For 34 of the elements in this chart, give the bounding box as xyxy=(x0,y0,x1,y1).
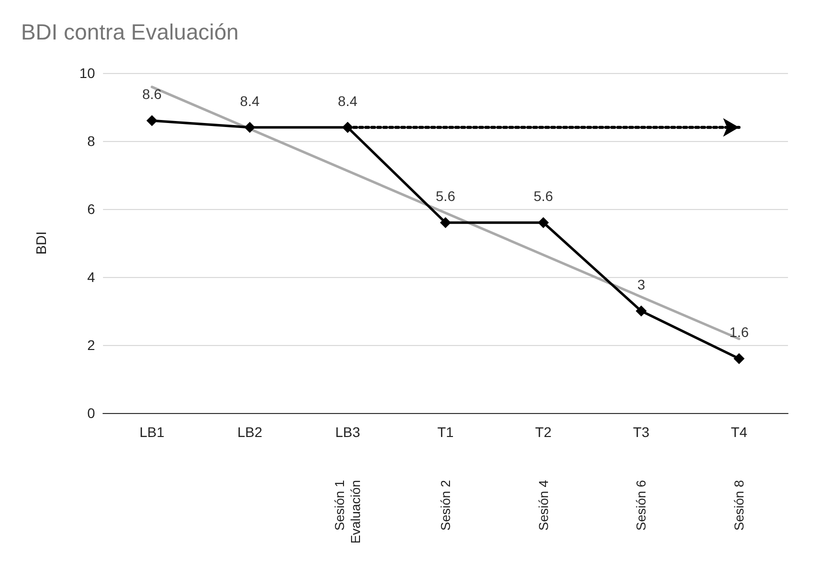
point xyxy=(342,122,354,133)
data-label: 1.6 xyxy=(729,324,750,340)
data-label: 8.4 xyxy=(240,92,260,109)
x-tick-label: T1 xyxy=(437,424,454,440)
text: Sesión 4 xyxy=(536,480,551,531)
data-label: 8.4 xyxy=(338,92,358,109)
point xyxy=(440,217,451,228)
y-tick-label: 0 xyxy=(87,405,96,421)
x-tick-label: T3 xyxy=(633,424,650,440)
data-label: 8.6 xyxy=(142,86,162,102)
x-tick-label: T2 xyxy=(535,424,552,440)
data-label: 3 xyxy=(637,276,646,292)
data-label: 5.6 xyxy=(534,188,554,204)
y-tick-label: 10 xyxy=(79,65,96,81)
data-label: 5.6 xyxy=(436,188,456,204)
point xyxy=(244,122,256,133)
x-tick-label: LB3 xyxy=(335,424,360,440)
text: Sesión 1 Evaluación xyxy=(332,480,364,544)
point xyxy=(636,306,647,316)
y-tick-label: 8 xyxy=(87,133,96,149)
point xyxy=(734,353,745,364)
x-tick-label: T4 xyxy=(730,424,748,440)
x-tick-label: LB2 xyxy=(237,424,262,440)
y-tick-label: 6 xyxy=(87,201,96,217)
y-axis-title: BDI xyxy=(33,231,49,255)
text: Sesión 8 xyxy=(732,480,747,531)
point xyxy=(146,115,158,126)
y-tick-label: 2 xyxy=(87,337,96,353)
y-tick-label: 4 xyxy=(87,269,96,285)
text: Sesión 2 xyxy=(438,480,453,531)
x-tick-label: LB1 xyxy=(139,424,165,440)
text: Sesión 6 xyxy=(634,480,649,531)
chart-title: BDI contra Evaluación xyxy=(21,20,239,44)
point xyxy=(538,217,549,228)
